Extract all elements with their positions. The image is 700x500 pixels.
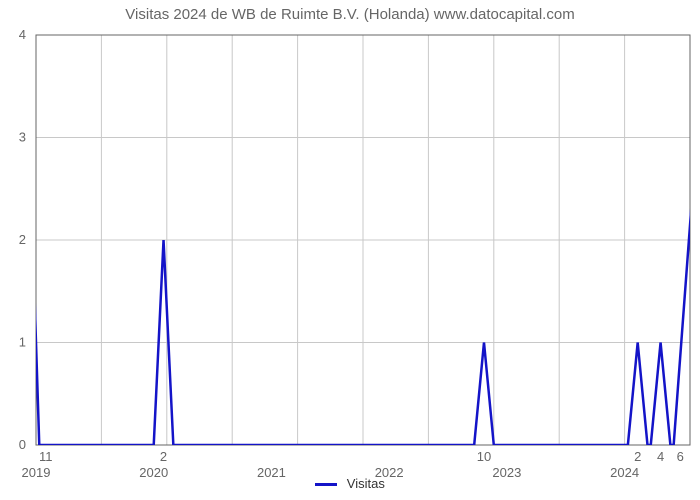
svg-text:11: 11 [39,449,53,464]
svg-text:0: 0 [19,437,26,452]
svg-text:6: 6 [677,449,684,464]
svg-text:10: 10 [477,449,491,464]
line-chart: 0123420192020202120222023202411210246 [0,27,700,495]
svg-text:2: 2 [634,449,641,464]
svg-text:4: 4 [657,449,664,464]
svg-text:4: 4 [19,27,26,42]
chart-container: Visitas 2024 de WB de Ruimte B.V. (Holan… [0,0,700,495]
svg-text:3: 3 [19,130,26,145]
svg-text:2: 2 [160,449,167,464]
svg-text:2: 2 [19,232,26,247]
svg-text:1: 1 [19,335,26,350]
legend: Visitas [0,476,700,491]
legend-swatch [315,483,337,486]
legend-label: Visitas [347,476,385,491]
chart-title: Visitas 2024 de WB de Ruimte B.V. (Holan… [0,0,700,27]
